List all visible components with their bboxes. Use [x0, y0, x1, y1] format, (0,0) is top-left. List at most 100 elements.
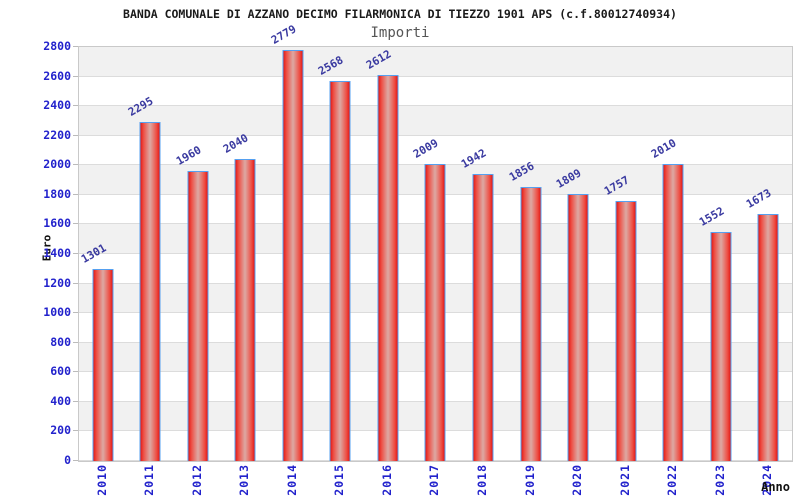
- bar: [92, 268, 114, 461]
- bar-slot: 2010: [649, 47, 697, 461]
- x-tick-label: 2018: [475, 464, 490, 496]
- y-tick-mark: [73, 134, 78, 136]
- y-tick-label: 2600: [43, 68, 71, 83]
- bar-value-label: 2295: [126, 94, 156, 119]
- x-tick-slot: 2020: [553, 464, 601, 496]
- x-tick-slot: 2018: [458, 464, 506, 496]
- grid-band: [79, 47, 792, 77]
- y-tick-label: 2200: [43, 127, 71, 142]
- bar-slot: 2612: [364, 47, 412, 461]
- y-tick-mark: [73, 253, 78, 254]
- y-tick-mark: [73, 223, 78, 225]
- y-tick-label: 200: [50, 423, 71, 438]
- bar-value-label: 2040: [221, 131, 251, 157]
- y-tick-label: 1200: [43, 275, 71, 290]
- y-tick-mark: [73, 400, 78, 402]
- bar-slot: 1942: [459, 47, 507, 461]
- y-tick-mark: [73, 460, 78, 461]
- x-tick-slot: 2023: [696, 464, 744, 496]
- x-axis-title: Anno: [761, 480, 790, 494]
- bar: [234, 159, 256, 461]
- bar-slot: 2040: [221, 47, 270, 461]
- bar-value-label: 1960: [173, 143, 204, 169]
- x-tick-label: 2015: [332, 464, 347, 496]
- x-tick-slot: 2015: [316, 464, 364, 496]
- y-tick-label: 1800: [43, 186, 71, 201]
- y-tick-mark: [73, 282, 78, 284]
- x-tick-label: 2013: [237, 464, 252, 496]
- bar-slot: 1673: [744, 47, 792, 461]
- bars-layer: 1301 2295 1960 2040 2779 2568 2612 2009 1942 1856…: [79, 22, 792, 461]
- y-tick-mark: [73, 75, 78, 77]
- bar-value-label: 1856: [506, 158, 536, 184]
- y-tick-mark: [73, 312, 78, 314]
- bar-slot: 1552: [697, 47, 745, 461]
- chart-subtitle: Importi: [370, 25, 430, 41]
- bar-value-label: 2009: [411, 136, 441, 161]
- x-tick-slot: 2019: [506, 464, 554, 496]
- y-tick-label: 1000: [43, 305, 71, 320]
- y-tick-mark: [73, 371, 78, 373]
- x-tick-label: 2020: [570, 464, 585, 496]
- x-tick-label: 2017: [427, 464, 442, 496]
- x-tick-slot: 2022: [648, 464, 696, 496]
- bar: [710, 231, 732, 461]
- y-tick-mark: [73, 193, 78, 195]
- x-tick-slot: 2017: [411, 464, 459, 496]
- bar: [662, 163, 684, 461]
- bar: [472, 173, 494, 461]
- x-tick-slot: 2011: [126, 464, 174, 496]
- bar-slot: 2009: [411, 47, 460, 461]
- bar: [377, 74, 399, 461]
- x-tick-label: 2010: [94, 464, 109, 496]
- x-tick-label: 2023: [712, 464, 727, 496]
- bar: [567, 193, 589, 461]
- bar-value-label: 1673: [744, 185, 774, 211]
- bar-value-label: 2612: [363, 47, 394, 72]
- y-tick-mark: [73, 164, 78, 166]
- grid-band: [79, 76, 792, 107]
- bar-slot: 1960: [174, 47, 222, 461]
- bar-value-label: 2568: [316, 53, 346, 79]
- y-tick-mark: [73, 430, 78, 432]
- x-tick-slot: 2021: [601, 464, 649, 496]
- x-tick-slot: 2012: [173, 464, 221, 496]
- y-tick-label: 0: [64, 453, 71, 467]
- bar: [282, 50, 304, 461]
- y-tick-label: 2000: [43, 157, 71, 172]
- bar-slot: 1301: [79, 47, 127, 461]
- bar: [615, 201, 637, 461]
- bar-value-label: 1301: [78, 240, 109, 266]
- bar-value-label: 1809: [554, 165, 584, 191]
- y-tick-label: 600: [50, 364, 71, 379]
- y-tick-label: 800: [50, 334, 71, 349]
- bar-slot: 2568: [316, 47, 365, 461]
- bar-slot: 2295: [126, 47, 175, 461]
- y-tick-label: 1600: [43, 216, 71, 231]
- x-axis: 2010 2011 2012 2013 2014 2015 2016 2017 2018 2019…: [78, 464, 791, 496]
- bar: [757, 213, 779, 461]
- bar: [187, 171, 209, 461]
- y-tick-mark: [73, 341, 78, 343]
- x-tick-slot: 2014: [268, 464, 316, 496]
- x-tick-slot: 2013: [221, 464, 269, 496]
- chart-title: BANDA COMUNALE DI AZZANO DECIMO FILARMON…: [123, 7, 677, 21]
- x-tick-slot: 2010: [78, 464, 126, 496]
- bar: [139, 121, 161, 461]
- grid-band: [79, 106, 792, 136]
- x-tick-slot: 2016: [363, 464, 411, 496]
- x-tick-label: 2021: [617, 464, 632, 496]
- bar-value-label: 1552: [696, 203, 727, 229]
- x-tick-label: 2019: [522, 464, 537, 496]
- bar-value-label: 1942: [459, 146, 489, 171]
- x-tick-label: 2012: [189, 464, 204, 496]
- y-tick-label: 2400: [43, 98, 71, 113]
- y-tick-mark: [73, 105, 78, 107]
- plot-area: 1301 2295 1960 2040 2779 2568 2612 2009 1942 1856…: [78, 22, 793, 462]
- x-tick-label: 2022: [665, 464, 680, 496]
- bar-slot: 1856: [507, 47, 555, 461]
- bar-value-label: 2010: [649, 136, 679, 161]
- bar: [424, 163, 446, 461]
- bar-value-label: 1757: [601, 173, 632, 199]
